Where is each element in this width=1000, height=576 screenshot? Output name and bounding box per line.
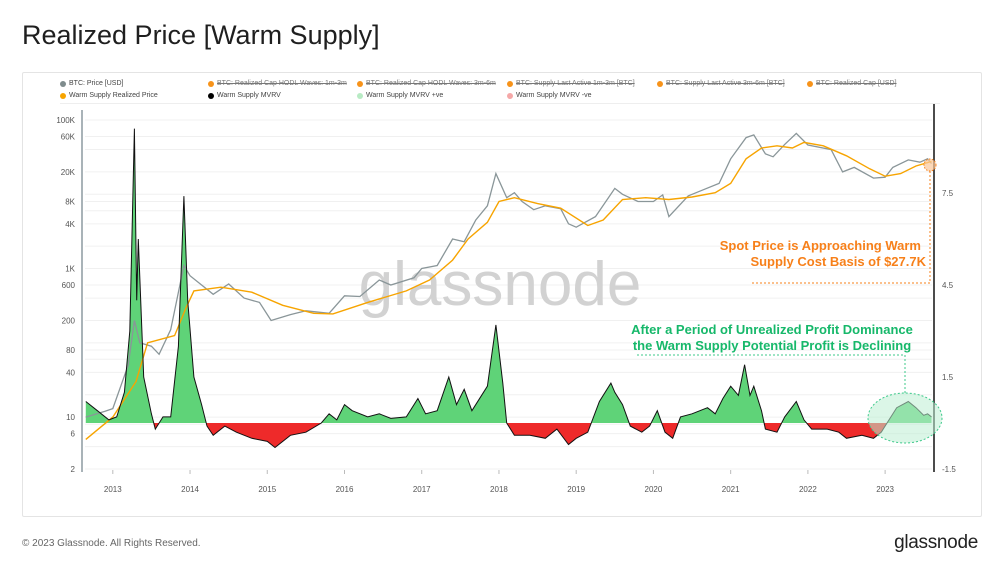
right-tick-label: -1.5 xyxy=(942,465,956,474)
left-tick-label: 60K xyxy=(61,132,76,141)
page-title: Realized Price [Warm Supply] xyxy=(22,20,380,50)
x-tick-label: 2014 xyxy=(181,485,199,494)
spot-price-marker xyxy=(923,158,937,172)
legend-item-btc-price[interactable]: BTC: Price [USD] xyxy=(60,80,123,87)
legend-item-hodl-3m-6m[interactable]: BTC: Realized Cap HODL Waves: 3m-6m xyxy=(357,80,496,87)
x-tick-label: 2019 xyxy=(567,485,585,494)
mvrv-negative-area xyxy=(85,423,932,448)
orange-annotation-line-1: Spot Price is Approaching Warm xyxy=(720,238,921,253)
legend-dot-icon xyxy=(357,92,363,99)
legend-dot-icon xyxy=(357,80,363,87)
x-tick-label: 2015 xyxy=(258,485,276,494)
right-tick-label: 1.5 xyxy=(942,373,954,382)
mvrv-area xyxy=(85,128,932,448)
highlight-ellipse xyxy=(867,392,943,444)
left-tick-label: 80 xyxy=(66,346,75,355)
legend-dot-icon xyxy=(507,92,513,99)
legend-dot-icon xyxy=(657,80,663,87)
x-tick-label: 2021 xyxy=(722,485,740,494)
left-tick-label: 100K xyxy=(56,116,75,125)
left-tick-label: 40 xyxy=(66,368,75,377)
green-annotation-line-1: After a Period of Unrealized Profit Domi… xyxy=(631,322,913,337)
legend-item-supply-1m-3m[interactable]: BTC: Supply Last Active 1m-3m [BTC] xyxy=(507,80,635,87)
left-tick-label: 8K xyxy=(65,197,75,206)
copyright: © 2023 Glassnode. All Rights Reserved. xyxy=(22,538,201,549)
warm-mvrv-line xyxy=(85,128,932,449)
legend-item-realized-cap[interactable]: BTC: Realized Cap [USD] xyxy=(807,80,897,87)
legend-item-hodl-1m-3m[interactable]: BTC: Realized Cap HODL Waves: 1m-3m xyxy=(208,80,347,87)
legend-dot-icon xyxy=(208,80,214,87)
legend-dot-icon xyxy=(60,92,66,99)
left-tick-label: 200 xyxy=(62,316,76,325)
orange-callout-line xyxy=(752,171,931,284)
legend-item-warm-mvrv-positive[interactable]: Warm Supply MVRV +ve xyxy=(357,92,443,99)
legend-divider xyxy=(60,103,940,104)
chart-card xyxy=(22,72,982,517)
right-tick-label: 7.5 xyxy=(942,189,954,198)
green-callout-line xyxy=(636,354,906,393)
right-tick-label: 4.5 xyxy=(942,281,954,290)
left-tick-label: 2 xyxy=(71,465,76,474)
glassnode-logo: glassnode xyxy=(894,532,978,553)
x-tick-label: 2017 xyxy=(413,485,431,494)
watermark: glassnode xyxy=(359,250,642,319)
legend-dot-icon xyxy=(208,92,214,99)
left-tick-label: 10 xyxy=(66,413,75,422)
green-annotation-line-2: the Warm Supply Potential Profit is Decl… xyxy=(633,338,911,353)
legend-dot-icon xyxy=(60,80,66,87)
left-axis-ticks: 100K 60K 20K 8K 4K 1K 600 200 80 40 10 6 2 xyxy=(56,116,75,474)
x-tick-label: 2023 xyxy=(876,485,894,494)
legend-item-warm-mvrv-negative[interactable]: Warm Supply MVRV -ve xyxy=(507,92,591,99)
x-tick-label: 2018 xyxy=(490,485,508,494)
x-tick-label: 2016 xyxy=(336,485,354,494)
x-tick-label: 2013 xyxy=(104,485,122,494)
left-tick-label: 600 xyxy=(62,281,76,290)
legend-item-supply-3m-6m[interactable]: BTC: Supply Last Active 3m-6m [BTC] xyxy=(657,80,785,87)
warm-realized-price-line xyxy=(85,141,932,440)
left-tick-label: 4K xyxy=(65,220,75,229)
series-lines xyxy=(85,128,933,449)
x-axis-ticks: 2013 2014 2015 2016 2017 2018 2019 2020 2021 2022… xyxy=(104,470,895,494)
left-tick-label: 20K xyxy=(61,168,76,177)
legend-dot-icon xyxy=(807,80,813,87)
legend-dot-icon xyxy=(507,80,513,87)
legend-item-warm-mvrv[interactable]: Warm Supply MVRV xyxy=(208,92,281,99)
btc-price-line xyxy=(85,132,933,418)
legend-item-warm-realized-price[interactable]: Warm Supply Realized Price xyxy=(60,92,158,99)
left-tick-label: 6 xyxy=(71,430,76,439)
x-tick-label: 2022 xyxy=(799,485,817,494)
orange-annotation-line-2: Supply Cost Basis of $27.7K xyxy=(750,254,926,269)
x-tick-label: 2020 xyxy=(645,485,663,494)
right-axis-ticks: 7.5 4.5 1.5 -1.5 xyxy=(942,189,956,474)
left-tick-label: 1K xyxy=(65,265,75,274)
